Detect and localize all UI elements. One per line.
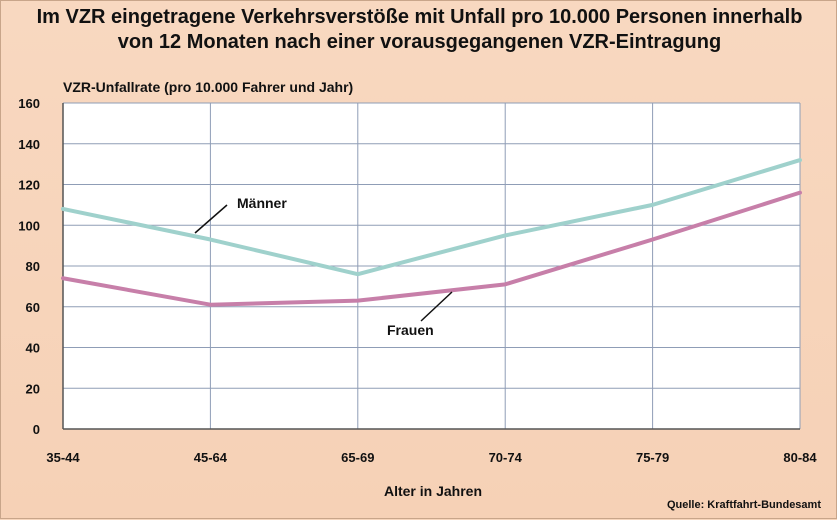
series-lines (61, 158, 802, 307)
tick-labels: 0 20 40 60 80 100 120 140 160 35-44 45-64 65-69 70-7… (18, 96, 817, 465)
x-tick-label: 65-69 (341, 450, 374, 465)
x-axis-label: Alter in Jahren (384, 483, 482, 499)
chart-title-line-1: Im VZR eingetragene Verkehrsverstöße mit… (36, 6, 803, 28)
series-annotations: Männer Frauen (194, 195, 453, 338)
axis-lines (62, 103, 800, 430)
x-tick-label: 75-79 (636, 450, 669, 465)
y-tick-label: 160 (18, 96, 40, 111)
y-tick-label: 100 (18, 218, 40, 233)
grid-lines (62, 102, 801, 430)
y-tick-label: 40 (26, 341, 40, 356)
x-tick-label: 70-74 (489, 450, 523, 465)
y-tick-label: 140 (18, 137, 40, 152)
series-line-0 (61, 158, 802, 277)
y-tick-label: 120 (18, 178, 40, 193)
source-label: Quelle: Kraftfahrt-Bundesamt (667, 499, 821, 511)
x-tick-label: 35-44 (46, 450, 80, 465)
x-tick-label: 45-64 (194, 450, 228, 465)
series-label-pointer (194, 204, 228, 234)
series-label: Männer (237, 195, 287, 211)
series-label-pointer (420, 291, 453, 322)
series-line-1 (61, 190, 802, 307)
chart-title: Im VZR eingetragene Verkehrsverstöße mit… (1, 5, 837, 55)
y-tick-label: 0 (33, 422, 40, 437)
y-tick-label: 60 (26, 300, 40, 315)
chart-title-line-2: von 12 Monaten nach einer vorausgegangen… (117, 31, 722, 53)
y-axis-label: VZR-Unfallrate (pro 10.000 Fahrer und Ja… (63, 79, 353, 95)
y-tick-label: 20 (26, 381, 40, 396)
y-tick-label: 80 (26, 259, 40, 274)
series-label: Frauen (387, 322, 434, 338)
x-tick-label: 80-84 (783, 450, 817, 465)
